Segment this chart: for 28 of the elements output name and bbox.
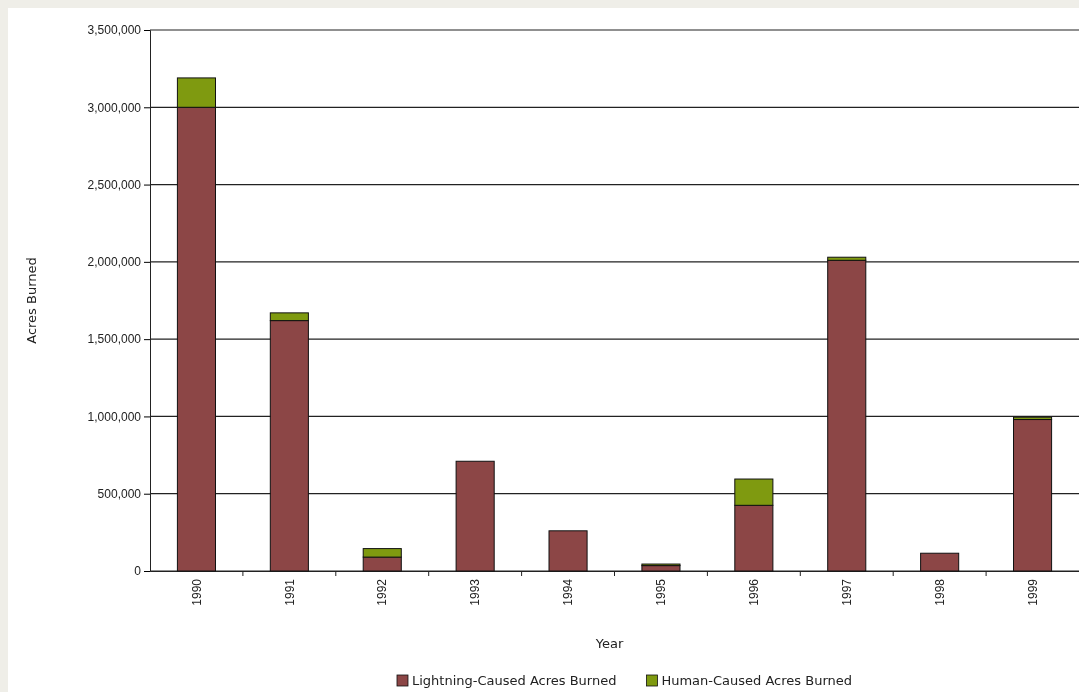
x-tick-label: 1995: [654, 578, 669, 606]
x-axis-title: Year: [594, 636, 624, 651]
y-tick-label: 2,000,000: [87, 255, 142, 270]
y-tick-label: 1,000,000: [87, 409, 142, 424]
bar: [1013, 419, 1053, 572]
y-tick-label: 1,500,000: [87, 332, 142, 347]
legend-label: Human-Caused Acres Burned: [661, 673, 853, 688]
y-tick-label: 0: [134, 564, 142, 579]
x-tick-label: 1993: [468, 578, 483, 606]
x-tick-label: 1994: [561, 578, 576, 606]
x-tick-label: 1997: [839, 578, 854, 606]
x-tick-label: 1996: [747, 578, 762, 606]
y-tick-label: 3,000,000: [87, 100, 142, 115]
legend-label: Lightning-Caused Acres Burned: [411, 673, 617, 688]
bar: [827, 259, 867, 572]
x-tick-label: 1992: [375, 578, 390, 606]
x-tick-label: 1991: [282, 578, 297, 606]
y-tick-label: 500,000: [97, 487, 142, 502]
bar: [455, 460, 495, 572]
bar: [641, 565, 681, 572]
y-tick-label: 2,500,000: [87, 177, 142, 192]
y-tick-label: 3,500,000: [87, 23, 142, 38]
x-tick-label: 1999: [1025, 578, 1040, 606]
x-tick-label: 1990: [189, 578, 204, 606]
bar: [548, 530, 588, 572]
bar: [920, 552, 960, 572]
x-tick-label: 1998: [932, 578, 947, 606]
y-axis-title: Acres Burned: [24, 257, 39, 344]
